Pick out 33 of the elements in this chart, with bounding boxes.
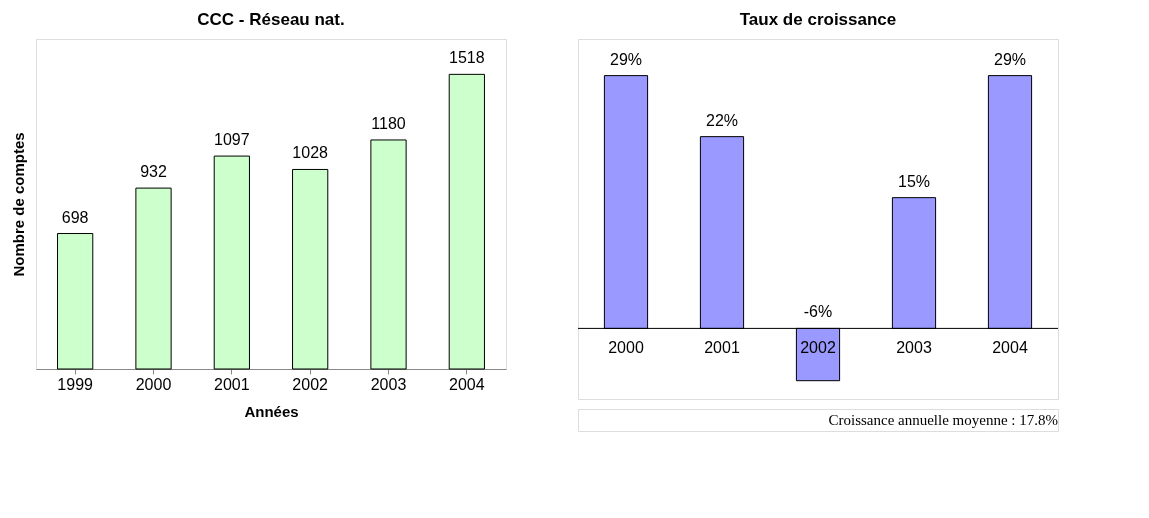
x-tick-label: 2004 — [992, 339, 1028, 357]
data-label: 1180 — [371, 114, 406, 132]
bar — [135, 187, 172, 370]
bar — [292, 168, 329, 370]
x-tick-label: 2001 — [214, 375, 250, 393]
x-tick-label: 2001 — [704, 339, 740, 357]
data-label: -6% — [803, 303, 833, 321]
data-label: 29% — [609, 50, 643, 68]
x-tick-label: 1999 — [57, 375, 94, 393]
data-label: 1097 — [214, 131, 250, 149]
data-label: 1518 — [449, 49, 485, 67]
x-tick-label: 2002 — [800, 339, 836, 357]
x-tick-label: 2004 — [449, 375, 485, 393]
data-label: 22% — [705, 111, 739, 129]
chart-title: CCC - Réseau nat. — [197, 10, 345, 29]
bar — [213, 155, 250, 370]
y-axis-title: Nombre de comptes — [9, 132, 27, 277]
x-tick-label: 2002 — [292, 375, 329, 393]
data-label: 1028 — [292, 144, 329, 162]
bar — [370, 139, 407, 370]
chart-title: Taux de croissance — [739, 10, 897, 29]
data-label: 15% — [897, 172, 931, 190]
x-tick-label: 2000 — [608, 339, 644, 357]
data-label: 932 — [140, 163, 167, 181]
text: Croissance annuelle moyenne : 17.8% — [828, 412, 1058, 428]
bar — [448, 73, 485, 370]
x-axis-title: Années — [244, 402, 299, 420]
x-tick-label: 2000 — [135, 375, 172, 393]
x-tick-label: 2003 — [370, 375, 407, 393]
data-label: 698 — [61, 208, 89, 226]
data-label: 29% — [993, 50, 1027, 68]
x-tick-label: 2003 — [896, 339, 932, 357]
bar — [57, 233, 94, 370]
